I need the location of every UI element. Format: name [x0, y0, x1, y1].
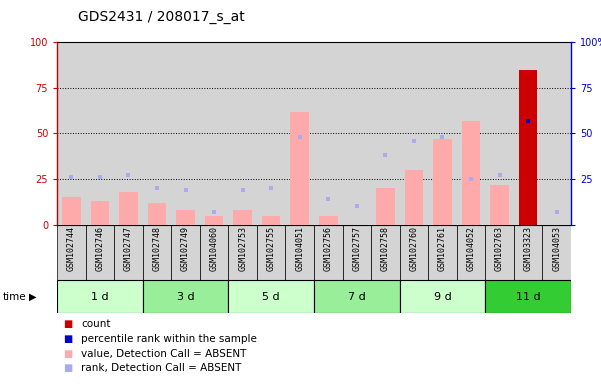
- Text: GSM102753: GSM102753: [238, 226, 247, 271]
- Text: GSM102760: GSM102760: [409, 226, 418, 271]
- Text: count: count: [81, 319, 111, 329]
- Bar: [171, 225, 200, 280]
- Text: 9 d: 9 d: [433, 291, 451, 302]
- Text: time: time: [3, 292, 26, 302]
- Bar: [285, 225, 314, 280]
- Bar: [319, 215, 338, 225]
- Bar: [142, 280, 228, 313]
- Bar: [514, 225, 542, 280]
- Bar: [91, 201, 109, 225]
- Text: GSM104052: GSM104052: [466, 226, 475, 271]
- Text: 5 d: 5 d: [263, 291, 280, 302]
- Text: GSM104060: GSM104060: [210, 226, 219, 271]
- Bar: [62, 197, 81, 225]
- Text: GSM102748: GSM102748: [153, 226, 162, 271]
- Bar: [428, 225, 457, 280]
- Bar: [262, 215, 281, 225]
- Text: 1 d: 1 d: [91, 291, 109, 302]
- Text: GSM102763: GSM102763: [495, 226, 504, 271]
- Text: GSM102761: GSM102761: [438, 226, 447, 271]
- Bar: [314, 225, 343, 280]
- Bar: [142, 225, 171, 280]
- Bar: [457, 225, 485, 280]
- Text: value, Detection Call = ABSENT: value, Detection Call = ABSENT: [81, 349, 246, 359]
- Bar: [290, 112, 309, 225]
- Text: GSM102755: GSM102755: [267, 226, 276, 271]
- Text: GSM103323: GSM103323: [523, 226, 532, 271]
- Text: ■: ■: [63, 363, 72, 373]
- Bar: [257, 225, 285, 280]
- Bar: [233, 210, 252, 225]
- Bar: [57, 280, 143, 313]
- Bar: [85, 225, 114, 280]
- Bar: [485, 280, 571, 313]
- Bar: [371, 225, 400, 280]
- Text: rank, Detection Call = ABSENT: rank, Detection Call = ABSENT: [81, 363, 242, 373]
- Text: GSM102757: GSM102757: [352, 226, 361, 271]
- Bar: [205, 215, 224, 225]
- Bar: [400, 280, 485, 313]
- Bar: [228, 225, 257, 280]
- Bar: [519, 70, 537, 225]
- Bar: [343, 225, 371, 280]
- Text: ■: ■: [63, 334, 72, 344]
- Text: GSM104051: GSM104051: [295, 226, 304, 271]
- Text: GSM104053: GSM104053: [552, 226, 561, 271]
- Bar: [57, 225, 85, 280]
- Text: GSM102746: GSM102746: [96, 226, 105, 271]
- Bar: [542, 225, 571, 280]
- Bar: [148, 203, 166, 225]
- Bar: [314, 280, 400, 313]
- Bar: [462, 121, 480, 225]
- Bar: [485, 225, 514, 280]
- Text: ▶: ▶: [29, 292, 36, 302]
- Bar: [228, 280, 314, 313]
- Text: percentile rank within the sample: percentile rank within the sample: [81, 334, 257, 344]
- Text: GDS2431 / 208017_s_at: GDS2431 / 208017_s_at: [78, 10, 245, 23]
- Bar: [400, 225, 428, 280]
- Text: GSM102749: GSM102749: [181, 226, 190, 271]
- Text: 3 d: 3 d: [177, 291, 194, 302]
- Text: GSM102744: GSM102744: [67, 226, 76, 271]
- Text: ■: ■: [63, 319, 72, 329]
- Bar: [404, 170, 423, 225]
- Text: GSM102756: GSM102756: [324, 226, 333, 271]
- Bar: [176, 210, 195, 225]
- Text: GSM102747: GSM102747: [124, 226, 133, 271]
- Bar: [114, 225, 143, 280]
- Bar: [433, 139, 452, 225]
- Text: 11 d: 11 d: [516, 291, 540, 302]
- Text: 7 d: 7 d: [348, 291, 366, 302]
- Bar: [200, 225, 228, 280]
- Bar: [119, 192, 138, 225]
- Text: ■: ■: [63, 349, 72, 359]
- Bar: [376, 188, 395, 225]
- Text: GSM102758: GSM102758: [381, 226, 390, 271]
- Bar: [490, 185, 509, 225]
